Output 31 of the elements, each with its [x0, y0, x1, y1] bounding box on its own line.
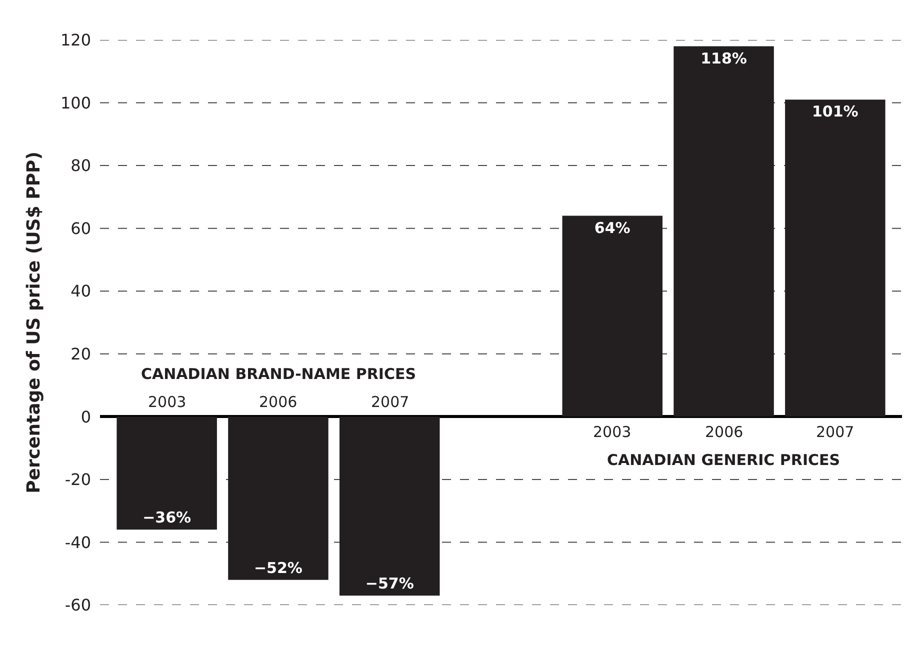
data-label: 118% [700, 49, 747, 68]
x-tick-label: 2006 [259, 393, 298, 411]
x-tick-label: 2003 [593, 423, 632, 441]
y-axis-title: Percentage of US price (US$ PPP) [24, 152, 45, 494]
y-tick-label: 0 [80, 407, 91, 426]
x-tick-label: 2003 [148, 393, 186, 411]
bar [116, 416, 217, 530]
bar [562, 216, 663, 417]
bar [674, 46, 774, 417]
y-tick-label: 40 [70, 282, 91, 301]
data-label: 101% [812, 102, 858, 121]
annotation: CANADIAN GENERIC PRICES [607, 451, 840, 469]
bar [339, 416, 440, 596]
data-label: −57% [365, 574, 414, 593]
y-tick-label: -60 [64, 596, 91, 615]
y-tick-label: 100 [60, 93, 91, 112]
x-tick-label: 2007 [371, 393, 410, 411]
y-tick-label: 60 [70, 218, 91, 238]
y-tick-label: 80 [70, 156, 91, 176]
x-tick-label: 2006 [705, 423, 744, 441]
y-tick-label: 20 [70, 344, 91, 364]
x-tick-label: 2007 [816, 423, 854, 441]
y-tick-label: -20 [64, 470, 91, 490]
bar [228, 416, 328, 580]
annotation: CANADIAN BRAND-NAME PRICES [141, 365, 416, 383]
y-tick-label: -40 [64, 532, 91, 552]
bar [785, 100, 886, 417]
data-label: −52% [254, 558, 302, 577]
data-label: 64% [594, 218, 630, 237]
y-tick-label: 120 [60, 30, 91, 50]
data-label: −36% [142, 508, 192, 527]
